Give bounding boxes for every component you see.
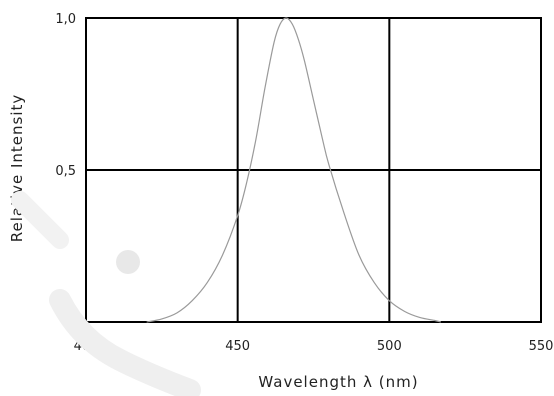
grid	[86, 18, 541, 322]
y-tick-label: 0,5	[55, 164, 76, 179]
x-tick-label: 450	[225, 339, 250, 354]
x-axis-label: Wavelength λ (nm)	[258, 373, 418, 391]
series-line-0	[146, 17, 442, 323]
x-tick-labels: 400 450 500 550	[74, 339, 554, 354]
y-axis-label: Relative Intensity	[8, 94, 26, 243]
series-layer	[146, 17, 442, 323]
plot-frame	[85, 17, 542, 323]
x-tick-label: 400	[74, 339, 99, 354]
x-tick-label: 500	[377, 339, 402, 354]
y-tick-label: 1,0	[55, 12, 76, 27]
x-tick-label: 550	[529, 339, 554, 354]
y-tick-labels: 0,5 1,0	[55, 12, 76, 179]
